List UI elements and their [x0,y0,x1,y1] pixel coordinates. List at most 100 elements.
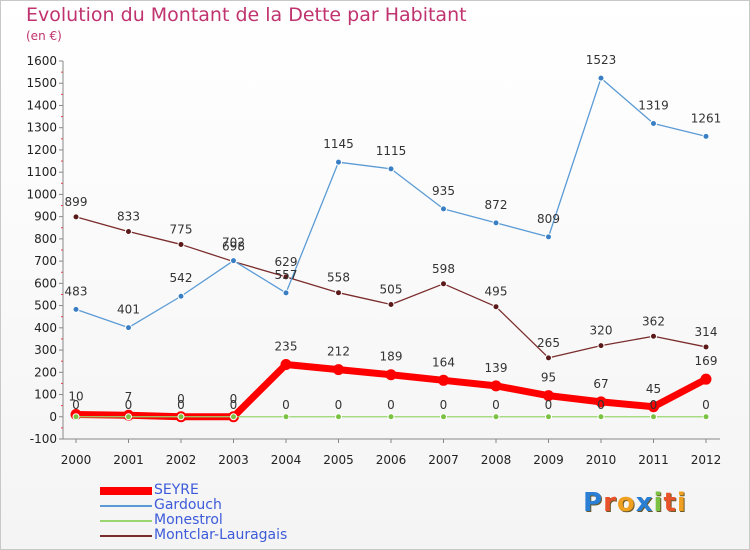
data-label-monestrol: 0 [230,398,238,412]
y-tick-label: 600 [34,276,57,290]
data-point-monestrol [597,413,605,421]
data-point-seyre [595,396,607,408]
data-point-gardouch [230,257,237,265]
data-point-monestrol [440,413,447,421]
data-label-gardouch: 1319 [638,98,669,112]
data-label-gardouch: 935 [432,184,455,198]
x-tick-label: 2001 [113,453,144,467]
data-point-monestrol [335,413,342,421]
data-label-monestrol: 0 [440,398,448,412]
y-tick-label: 100 [34,388,57,402]
data-label-montclar-lauragais: 558 [327,271,350,285]
data-label-gardouch: 872 [485,198,508,212]
data-label-gardouch: 1145 [323,137,354,151]
data-label-montclar-lauragais: 495 [485,285,508,299]
data-point-montclar-lauragais [440,280,447,288]
data-point-gardouch [125,324,132,332]
data-label-monestrol: 0 [545,398,553,412]
data-label-gardouch: 1261 [691,111,722,125]
data-point-montclar-lauragais [650,332,657,340]
logo-letter: P [583,488,604,518]
data-point-gardouch [72,305,80,313]
data-label-monestrol: 0 [650,398,658,412]
data-label-gardouch: 557 [275,268,298,282]
data-point-monestrol [230,413,237,421]
y-tick-label: 1000 [26,187,57,201]
data-label-monestrol: 0 [282,398,290,412]
data-label-monestrol: 0 [335,398,343,412]
y-tick-label: 1200 [26,143,57,157]
data-label-montclar-lauragais: 698 [222,240,245,254]
proxiti-logo: Proxiti [583,488,687,518]
data-point-monestrol [282,413,290,421]
x-tick-label: 2000 [61,453,92,467]
data-label-montclar-lauragais: 775 [170,222,193,236]
data-label-montclar-lauragais: 833 [117,210,140,224]
legend-label-gardouch: Gardouch [154,497,222,513]
y-tick-label: 200 [34,365,57,379]
data-label-montclar-lauragais: 265 [537,336,560,350]
x-tick-label: 2003 [218,453,249,467]
data-label-seyre: 67 [593,377,608,391]
logo-letter: t [663,488,677,518]
y-tick-label: 300 [34,343,57,357]
data-point-montclar-lauragais [335,289,342,297]
data-label-monestrol: 0 [702,398,710,412]
x-tick-label: 2004 [271,453,302,467]
data-point-monestrol [177,413,185,421]
x-tick-label: 2009 [533,453,564,467]
data-label-seyre: 95 [541,371,556,385]
data-point-montclar-lauragais [597,342,605,350]
data-point-montclar-lauragais [545,354,552,362]
data-point-monestrol [125,413,132,421]
data-label-gardouch: 1115 [376,144,407,158]
logo-letter: o [616,488,636,518]
data-label-monestrol: 0 [387,398,395,412]
data-label-seyre: 235 [275,340,298,354]
data-point-gardouch [545,233,552,241]
data-point-seyre [438,374,449,386]
y-tick-label: 400 [34,321,57,335]
logo-letter: x [635,488,654,518]
y-tick-label: -100 [30,432,57,446]
y-tick-label: 1400 [26,98,57,112]
logo-letter: i [653,488,664,518]
data-point-montclar-lauragais [702,343,710,351]
data-point-monestrol [702,413,710,421]
data-label-seyre: 0 [177,392,185,406]
data-point-montclar-lauragais [177,240,185,248]
data-label-gardouch: 1523 [586,53,617,67]
x-tick-label: 2007 [428,453,459,467]
x-tick-label: 2010 [586,453,617,467]
logo-letter: r [603,488,617,518]
legend-swatch-monestrol [100,520,152,522]
legend-label-seyre: SEYRE [154,482,199,498]
data-label-seyre: 45 [646,382,661,396]
data-label-gardouch: 401 [117,303,140,317]
data-label-seyre: 10 [68,390,83,404]
x-tick-label: 2002 [166,453,197,467]
data-point-montclar-lauragais [492,303,500,311]
data-label-seyre: 0 [230,392,238,406]
data-label-gardouch: 809 [537,212,560,226]
data-point-gardouch [650,119,657,127]
data-point-seyre [700,373,712,385]
data-point-monestrol [650,413,657,421]
data-label-seyre: 7 [125,390,133,404]
data-point-gardouch [492,219,500,227]
data-label-seyre: 164 [432,355,455,369]
data-point-monestrol [72,413,80,421]
data-label-gardouch: 702 [222,236,245,250]
data-label-gardouch: 483 [65,284,88,298]
y-tick-label: 700 [34,254,57,268]
data-label-montclar-lauragais: 629 [275,255,298,269]
legend-label-montclar-lauragais: Montclar-Lauragais [154,527,288,543]
data-point-gardouch [440,205,447,213]
data-point-gardouch [177,292,185,300]
x-tick-label: 2005 [323,453,354,467]
data-point-gardouch [597,74,605,82]
logo-letter: i [676,488,687,518]
data-label-montclar-lauragais: 320 [590,324,613,338]
data-point-monestrol [492,413,500,421]
